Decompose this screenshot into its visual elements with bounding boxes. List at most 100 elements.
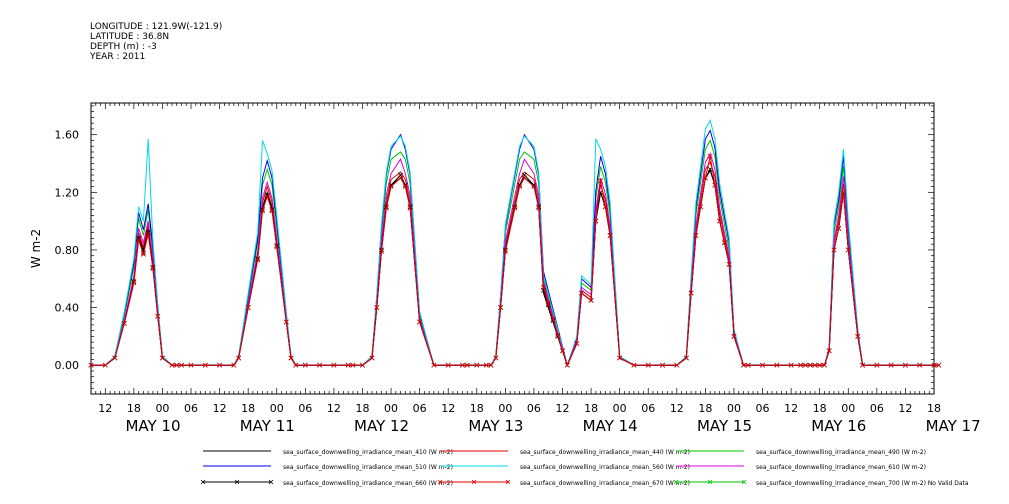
- data-point-7: [717, 218, 723, 224]
- data-point-7: [169, 362, 175, 368]
- data-point-7: [845, 247, 851, 253]
- x-tick-label: 18: [127, 402, 141, 415]
- data-point-7: [855, 333, 861, 339]
- data-point-7: [702, 175, 708, 181]
- plot-header: LONGITUDE : 121.9W(-121.9) LATITUDE : 36…: [90, 22, 222, 62]
- data-point-7: [512, 205, 518, 211]
- legend-label: sea_surface_downwelling_irradiance_mean_…: [283, 449, 453, 456]
- data-point-7: [498, 305, 504, 311]
- data-point-7: [398, 175, 404, 181]
- data-point-7: [402, 184, 408, 190]
- data-point-7: [645, 362, 651, 368]
- data-point-7: [517, 184, 523, 190]
- data-point-7: [345, 362, 351, 368]
- data-point-7: [145, 231, 151, 237]
- legend-marker: [200, 479, 206, 485]
- data-point-7: [236, 355, 242, 361]
- data-point-7: [807, 362, 813, 368]
- data-point-7: [593, 218, 599, 224]
- legend-marker: [268, 479, 274, 485]
- data-point-7: [836, 225, 842, 231]
- data-point-7: [231, 362, 237, 368]
- legend-marker: [234, 479, 240, 485]
- data-point-7: [202, 362, 208, 368]
- data-point-7: [826, 348, 832, 354]
- data-point-7: [417, 319, 423, 325]
- data-point-7: [269, 208, 275, 214]
- data-point-7: [102, 362, 108, 368]
- data-point-7: [617, 355, 623, 361]
- data-point-7: [407, 205, 413, 211]
- x-tick-label: 12: [441, 402, 455, 415]
- legend-label: sea_surface_downwelling_irradiance_mean_…: [756, 480, 969, 487]
- x-tick-label: 18: [241, 402, 255, 415]
- data-point-7: [293, 362, 299, 368]
- data-point-7: [550, 316, 556, 322]
- data-point-7: [274, 244, 280, 250]
- legend-marker: [707, 479, 713, 485]
- longitude-text: LONGITUDE : 121.9W(-121.9): [90, 22, 223, 32]
- data-point-7: [379, 248, 385, 254]
- legend-marker: [437, 479, 443, 485]
- x-day-label: MAY 10: [125, 417, 180, 435]
- data-point-7: [245, 305, 251, 311]
- data-point-7: [631, 362, 637, 368]
- x-tick-label: 12: [556, 402, 570, 415]
- y-axis-label: W m-2: [29, 229, 43, 268]
- x-tick-label: 06: [527, 402, 541, 415]
- data-point-6: [136, 235, 142, 241]
- data-point-7: [821, 362, 827, 368]
- data-point-7: [607, 233, 613, 239]
- x-day-label: MAY 12: [354, 417, 409, 435]
- legend-label: sea_surface_downwelling_irradiance_mean_…: [756, 449, 926, 456]
- data-point-7: [374, 305, 380, 311]
- data-point-7: [860, 362, 866, 368]
- legend-marker: [471, 479, 477, 485]
- data-point-7: [174, 362, 180, 368]
- data-point-7: [493, 355, 499, 361]
- data-point-7: [383, 205, 389, 211]
- data-point-6: [531, 182, 537, 188]
- data-point-7: [112, 355, 118, 361]
- data-point-7: [464, 362, 470, 368]
- data-point-7: [140, 251, 146, 257]
- data-point-7: [888, 362, 894, 368]
- x-tick-label: 12: [784, 402, 798, 415]
- data-point-7: [812, 362, 818, 368]
- data-point-7: [726, 261, 732, 267]
- data-point-7: [712, 182, 718, 188]
- data-point-7: [483, 362, 489, 368]
- data-point-7: [136, 237, 142, 243]
- x-day-label: MAY 13: [468, 417, 523, 435]
- y-tick-label: 1.20: [55, 186, 80, 199]
- x-tick-label: 00: [384, 402, 398, 415]
- x-day-label: MAY 11: [240, 417, 295, 435]
- data-point-7: [317, 362, 323, 368]
- data-point-7: [693, 233, 699, 239]
- data-point-7: [536, 205, 542, 211]
- series-line-7: [91, 156, 939, 367]
- x-day-label: MAY 16: [811, 417, 866, 435]
- x-day-label: MAY 17: [926, 417, 981, 435]
- data-point-7: [350, 362, 356, 368]
- data-point-7: [564, 362, 570, 368]
- x-tick-label: 18: [584, 402, 598, 415]
- x-day-label: MAY 15: [697, 417, 752, 435]
- y-tick-label: 0.80: [55, 244, 80, 257]
- data-point-7: [874, 362, 880, 368]
- data-point-7: [798, 362, 804, 368]
- x-tick-label: 00: [841, 402, 855, 415]
- data-point-7: [602, 204, 608, 210]
- plot-frame: [90, 102, 935, 395]
- data-point-7: [707, 153, 713, 159]
- data-point-7: [131, 280, 137, 286]
- data-point-7: [560, 348, 565, 354]
- data-point-7: [264, 194, 270, 200]
- data-point-7: [431, 362, 437, 368]
- x-day-label: MAY 14: [583, 417, 638, 435]
- y-tick-label: 0.40: [55, 302, 80, 315]
- data-point-7: [741, 362, 746, 368]
- x-tick-label: 12: [898, 402, 912, 415]
- legend-label: sea_surface_downwelling_irradiance_mean_…: [283, 480, 453, 487]
- series-line-1: [91, 160, 939, 367]
